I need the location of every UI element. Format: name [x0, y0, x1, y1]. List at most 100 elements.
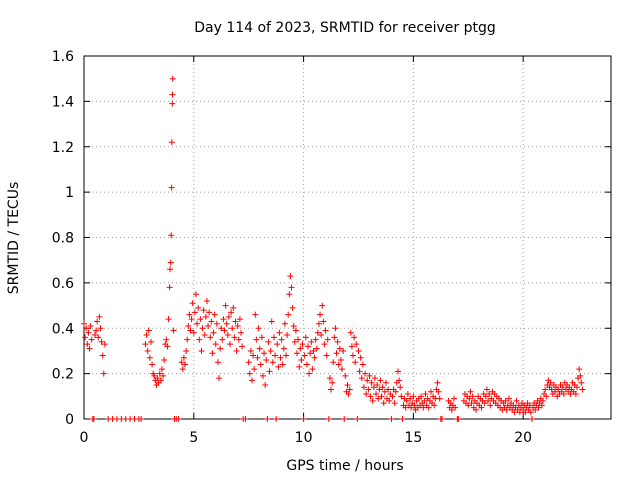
data-point — [88, 336, 95, 343]
x-tick-label: 0 — [80, 430, 89, 446]
data-point — [427, 388, 434, 395]
data-point — [485, 397, 492, 404]
data-point — [317, 311, 324, 318]
data-point — [205, 322, 212, 329]
data-point — [314, 329, 321, 336]
data-point — [310, 347, 317, 354]
data-point — [101, 341, 108, 348]
data-point — [98, 338, 105, 345]
data-point — [328, 386, 335, 393]
data-point — [216, 375, 223, 382]
data-point — [157, 377, 164, 384]
data-point — [455, 416, 462, 422]
y-tick-label: 1.6 — [52, 49, 74, 65]
data-point — [311, 354, 318, 361]
data-point — [323, 352, 330, 359]
data-point — [572, 391, 579, 398]
data-point — [210, 329, 217, 336]
data-point — [368, 379, 375, 386]
data-point — [223, 320, 230, 327]
data-point — [397, 384, 404, 391]
data-point — [374, 381, 381, 388]
data-point — [86, 345, 93, 352]
data-point — [168, 139, 175, 146]
data-point — [224, 332, 231, 339]
data-point — [526, 402, 533, 409]
data-point — [365, 386, 372, 393]
data-point — [360, 384, 367, 391]
data-point — [292, 327, 299, 334]
data-point — [333, 350, 340, 357]
data-point — [308, 338, 315, 345]
data-point — [579, 386, 586, 393]
data-point — [339, 366, 346, 373]
x-axis-label: GPS time / hours — [286, 458, 403, 474]
data-point — [190, 329, 197, 336]
data-point — [300, 416, 307, 422]
tick-labels: 0 0.2 0.4 0.6 0.8 1 1.2 1.4 1.6 0 5 10 15 20 — [52, 49, 532, 446]
data-point — [261, 350, 268, 357]
data-point — [219, 336, 226, 343]
data-point — [156, 370, 163, 377]
data-point — [290, 322, 297, 329]
data-point — [247, 347, 254, 354]
data-point — [321, 341, 328, 348]
data-point — [170, 327, 177, 334]
axis-ticks — [83, 55, 611, 420]
y-tick-label: 1.2 — [52, 140, 74, 156]
data-point — [395, 368, 402, 375]
data-point — [231, 334, 238, 341]
data-point — [363, 391, 370, 398]
data-point — [452, 404, 459, 411]
data-point — [299, 341, 306, 348]
grid-lines — [84, 56, 611, 419]
data-point — [273, 416, 280, 422]
data-point — [356, 368, 363, 375]
data-point — [283, 352, 290, 359]
data-point — [335, 361, 342, 368]
data-point — [377, 377, 384, 384]
data-point — [248, 377, 255, 384]
data-point — [539, 397, 546, 404]
data-point — [344, 381, 351, 388]
x-tick-label: 15 — [404, 430, 422, 446]
data-point — [191, 309, 198, 316]
chart-title: Day 114 of 2023, SRMTID for receiver ptg… — [194, 20, 496, 36]
data-point — [91, 332, 98, 339]
x-tick-label: 10 — [295, 430, 313, 446]
data-point — [392, 388, 399, 395]
data-point — [256, 345, 263, 352]
data-point — [336, 345, 343, 352]
data-point — [369, 397, 376, 404]
data-point — [364, 377, 371, 384]
data-point — [255, 325, 262, 332]
data-point — [528, 416, 535, 422]
data-point — [169, 91, 176, 98]
y-tick-label: 1.4 — [52, 94, 74, 110]
data-point — [391, 400, 398, 407]
data-point — [487, 402, 494, 409]
data-point — [183, 347, 190, 354]
data-point — [200, 307, 207, 314]
data-point — [354, 416, 361, 422]
data-point — [258, 334, 265, 341]
data-point — [346, 386, 353, 393]
data-point — [180, 354, 187, 361]
data-point — [239, 343, 246, 350]
data-point — [538, 402, 545, 409]
data-point — [99, 352, 106, 359]
data-point — [266, 368, 273, 375]
data-point — [448, 406, 455, 413]
data-point — [196, 336, 203, 343]
data-point — [408, 404, 415, 411]
data-point — [96, 313, 103, 320]
data-point — [396, 377, 403, 384]
data-point — [389, 393, 396, 400]
data-point — [478, 404, 485, 411]
data-point — [578, 379, 585, 386]
data-point — [436, 395, 443, 402]
data-point — [382, 379, 389, 386]
data-point — [301, 352, 308, 359]
data-point — [511, 409, 518, 416]
